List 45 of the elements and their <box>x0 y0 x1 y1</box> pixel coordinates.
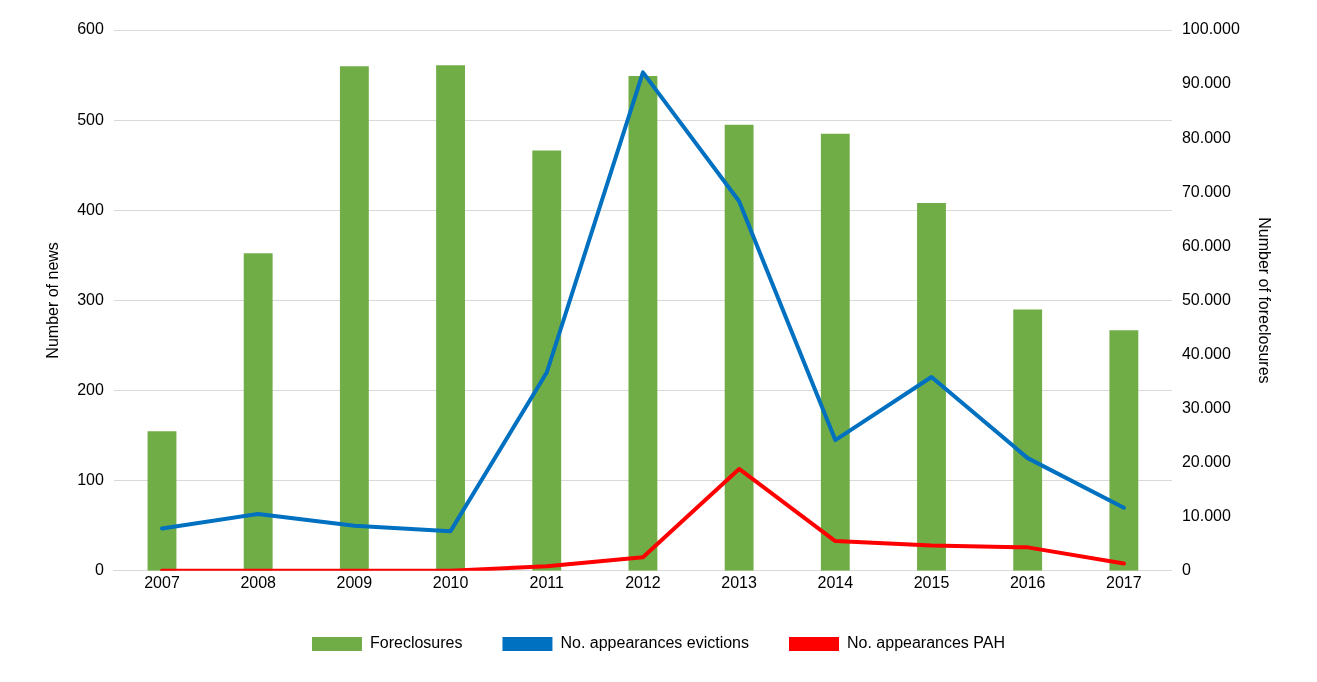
y2-tick-label: 70.000 <box>1181 182 1231 200</box>
y-tick-label: 500 <box>77 110 104 128</box>
y-tick-label: 300 <box>77 290 104 308</box>
bar <box>724 124 754 571</box>
x-tick-label: 2011 <box>529 573 565 591</box>
x-tick-label: 2009 <box>336 573 373 591</box>
bar <box>1013 309 1043 571</box>
y-tick-label: 100 <box>77 471 104 489</box>
y2-axis-title: Number of foreclosures <box>1255 217 1273 384</box>
y-tick-label: 200 <box>77 380 104 398</box>
bar <box>436 65 465 571</box>
x-tick-label: 2008 <box>240 573 277 591</box>
bar <box>1109 330 1139 571</box>
x-tick-label: 2013 <box>721 573 758 591</box>
x-tick-label: 2016 <box>1009 573 1046 591</box>
y2-tick-label: 20.000 <box>1181 453 1231 471</box>
legend-label: Foreclosures <box>369 634 463 652</box>
y2-tick-label: 10.000 <box>1181 507 1231 525</box>
x-tick-label: 2017 <box>1106 573 1142 591</box>
y2-tick-label: 0 <box>1181 561 1191 579</box>
bar <box>917 203 946 571</box>
y2-tick-label: 90.000 <box>1181 74 1231 92</box>
bar <box>532 150 562 571</box>
x-tick-label: 2015 <box>913 573 950 591</box>
x-tick-label: 2014 <box>817 573 854 591</box>
y-tick-label: 0 <box>94 561 104 579</box>
y-axis-title: Number of news <box>44 242 62 359</box>
bar <box>243 253 273 571</box>
bar <box>339 66 369 571</box>
y2-tick-label: 40.000 <box>1181 344 1231 362</box>
y-tick-label: 600 <box>77 20 104 38</box>
x-tick-label: 2012 <box>625 573 661 591</box>
x-tick-label: 2010 <box>432 573 469 591</box>
y2-tick-label: 100.000 <box>1181 20 1240 38</box>
x-tick-label: 2007 <box>144 573 180 591</box>
bar <box>147 431 177 571</box>
y2-tick-label: 80.000 <box>1181 128 1231 146</box>
y2-tick-label: 60.000 <box>1181 236 1231 254</box>
bar <box>820 133 850 571</box>
y2-tick-label: 30.000 <box>1181 398 1231 416</box>
y-tick-label: 400 <box>77 200 104 218</box>
legend-label: No. appearances PAH <box>847 634 1006 652</box>
y2-tick-label: 50.000 <box>1181 290 1231 308</box>
legend-label: No. appearances evictions <box>560 634 750 652</box>
bar <box>628 75 658 571</box>
